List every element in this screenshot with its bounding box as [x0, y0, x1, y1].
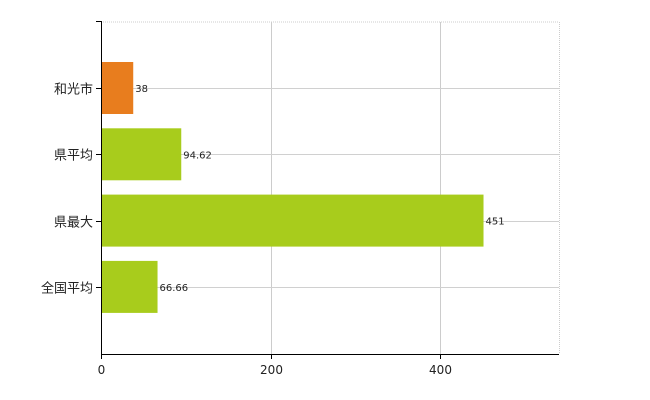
- bar-2: [101, 128, 182, 181]
- axes: [96, 21, 559, 359]
- bar-4: [101, 260, 158, 313]
- data-label: 94.62: [183, 150, 212, 161]
- data-label: 38: [135, 84, 148, 95]
- x-tick-label: 200: [260, 363, 283, 377]
- bar-3: [101, 194, 484, 247]
- grid-lines: [101, 21, 560, 354]
- data-label: 451: [486, 217, 505, 228]
- category-label: 県最大: [54, 216, 93, 231]
- x-tick-label: 0: [98, 363, 106, 377]
- bar-1: [101, 62, 134, 114]
- category-label: 全国平均: [41, 281, 93, 297]
- bars: [101, 62, 484, 313]
- data-label: 66.66: [160, 283, 189, 294]
- category-label: 和光市: [54, 82, 93, 98]
- x-tick-label: 400: [429, 363, 452, 377]
- category-label: 県平均: [54, 149, 93, 164]
